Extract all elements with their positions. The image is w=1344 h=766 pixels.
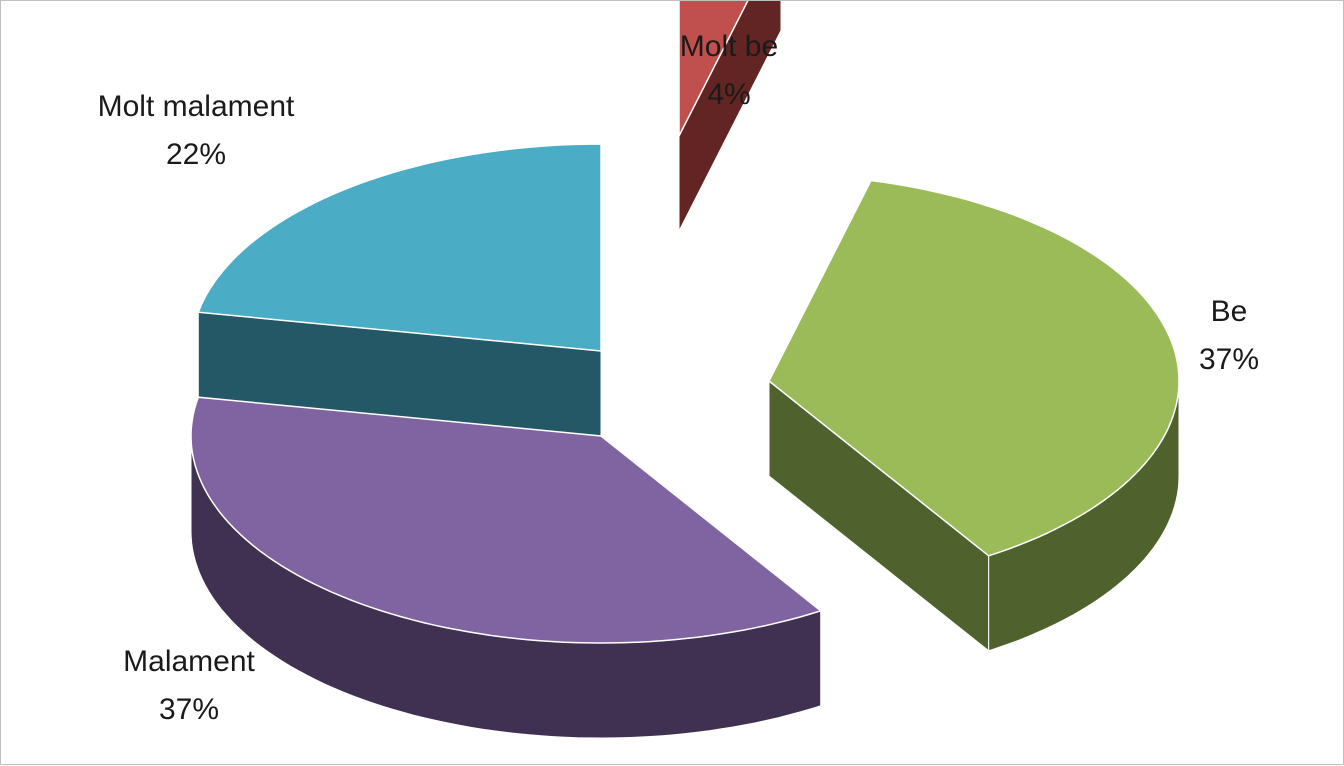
slice-top: [678, 1, 749, 137]
slice-label-percent: 22%: [166, 138, 226, 171]
slice-label-name: Molt malament: [98, 90, 295, 123]
slice-label-percent: 4%: [707, 78, 750, 111]
slice-label-percent: 37%: [1199, 343, 1259, 376]
slice-label-name: Be: [1211, 295, 1248, 328]
slice-label-percent: 37%: [159, 693, 219, 726]
slice-top: [190, 396, 823, 644]
slice-top: [197, 143, 602, 352]
slice-label-name: Molt be: [680, 30, 778, 63]
slice-label-name: Malament: [123, 645, 255, 678]
slice-top: [768, 179, 1180, 557]
slice-tops: [190, 1, 1180, 644]
slice-labels: Molt be 4% Be 37% Malament 37% Molt malament 22…: [98, 30, 1259, 726]
